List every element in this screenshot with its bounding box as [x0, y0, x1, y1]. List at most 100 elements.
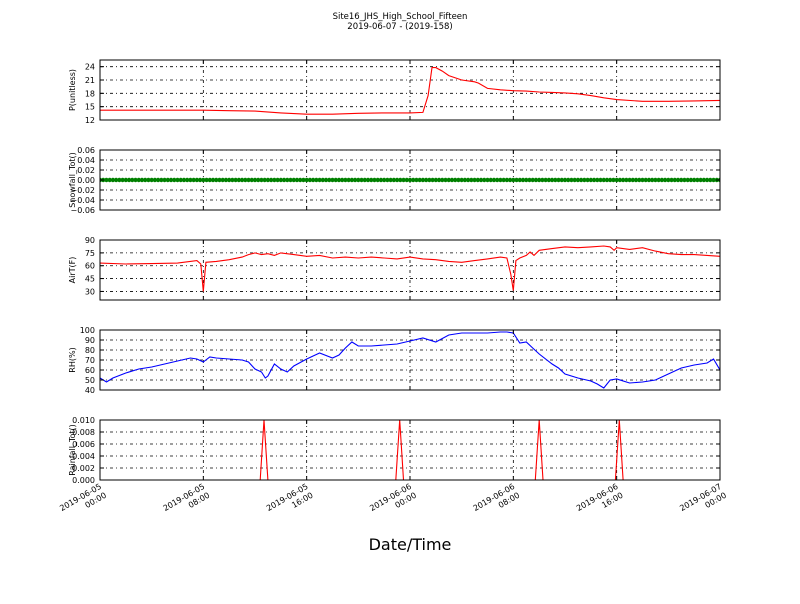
chart-subtitle: 2019-06-07 - (2019-158): [347, 22, 452, 32]
y-tick-label: 0.008: [72, 428, 95, 437]
y-tick-label: 45: [85, 275, 95, 284]
y-tick-label: 21: [85, 76, 95, 85]
data-point: [549, 177, 555, 183]
data-point: [197, 177, 203, 183]
data-point: [133, 177, 138, 183]
y-tick-label: 50: [85, 376, 95, 385]
data-point: [465, 177, 471, 183]
data-point: [704, 177, 710, 183]
data-point: [310, 177, 316, 183]
data-point: [220, 177, 225, 183]
data-point: [711, 177, 716, 183]
data-point: [372, 177, 377, 183]
data-point: [478, 177, 484, 183]
data-point: [443, 177, 448, 183]
data-point: [175, 177, 180, 183]
data-point: [288, 177, 293, 183]
data-point: [540, 177, 545, 183]
y-tick-label: 90: [85, 336, 95, 345]
data-point: [333, 177, 338, 183]
data-point: [679, 177, 684, 183]
data-point: [362, 177, 367, 183]
data-point: [162, 177, 167, 183]
y-tick-label: 40: [85, 386, 95, 395]
snowfall-points: [100, 177, 720, 183]
data-point: [391, 177, 397, 183]
data-point: [194, 177, 200, 183]
data-point: [120, 177, 125, 183]
data-point: [243, 177, 248, 183]
data-point: [588, 177, 594, 183]
data-point: [482, 177, 487, 183]
data-point: [117, 177, 122, 183]
data-point: [562, 177, 568, 183]
data-point: [494, 177, 500, 183]
data-point: [207, 177, 212, 183]
data-point: [130, 177, 135, 183]
data-point: [517, 177, 522, 183]
data-point: [572, 177, 577, 183]
data-point: [139, 177, 145, 183]
data-point: [640, 177, 645, 183]
x-tick-label: 2019-06-0516:00: [265, 482, 315, 522]
y-axis-label: AirT(F): [68, 257, 77, 284]
data-point: [691, 177, 697, 183]
x-tick-label: 2019-06-0608:00: [472, 482, 522, 522]
panel-5: 0.000 0.002 0.004 0.006 0.008 0.010Rainfall_T…: [68, 416, 721, 485]
y-tick-label: 100: [80, 326, 95, 335]
data-point: [420, 177, 426, 183]
data-point: [430, 177, 435, 183]
data-point: [498, 177, 503, 183]
x-tick-label: 2019-06-0500:00: [58, 482, 108, 522]
data-point: [272, 177, 277, 183]
data-point: [343, 177, 348, 183]
y-tick-label: −0.06: [70, 206, 95, 215]
data-point: [643, 177, 648, 183]
data-point: [708, 177, 713, 183]
data-point: [385, 177, 390, 183]
data-point: [184, 177, 190, 183]
data-point: [268, 177, 274, 183]
data-point: [533, 177, 539, 183]
data-point: [469, 177, 474, 183]
data-point: [585, 177, 590, 183]
data-point: [291, 177, 296, 183]
data-point: [598, 177, 603, 183]
data-point: [146, 177, 151, 183]
data-point: [472, 177, 477, 183]
data-point: [624, 177, 629, 183]
data-point: [417, 177, 422, 183]
data-point: [217, 177, 222, 183]
y-tick-label: 15: [85, 103, 95, 112]
data-point: [459, 177, 464, 183]
x-tick-label: 2019-06-0700:00: [678, 482, 728, 522]
data-point: [524, 177, 529, 183]
data-point: [475, 177, 481, 183]
data-point: [304, 177, 309, 183]
y-axis-label: RH(%): [68, 347, 77, 372]
data-point: [336, 177, 342, 183]
panel-2: −0.06−0.04−0.020.000.020.040.06Snowfall_…: [68, 146, 721, 215]
data-point: [501, 177, 506, 183]
data-point: [143, 177, 148, 183]
data-point: [159, 177, 164, 183]
data-point: [449, 177, 455, 183]
data-point: [446, 177, 451, 183]
data-point: [575, 177, 581, 183]
data-point: [172, 177, 177, 183]
x-axis-label: Date/Time: [369, 535, 452, 554]
y-tick-label: 75: [85, 249, 95, 258]
data-point: [566, 177, 571, 183]
data-point: [165, 177, 171, 183]
series-line: [100, 331, 720, 389]
data-point: [339, 177, 345, 183]
data-point: [398, 177, 403, 183]
data-point: [675, 177, 681, 183]
data-point: [294, 177, 300, 183]
data-point: [314, 177, 319, 183]
series-line: [100, 420, 720, 480]
data-point: [123, 177, 129, 183]
data-point: [275, 177, 280, 183]
data-point: [113, 177, 119, 183]
